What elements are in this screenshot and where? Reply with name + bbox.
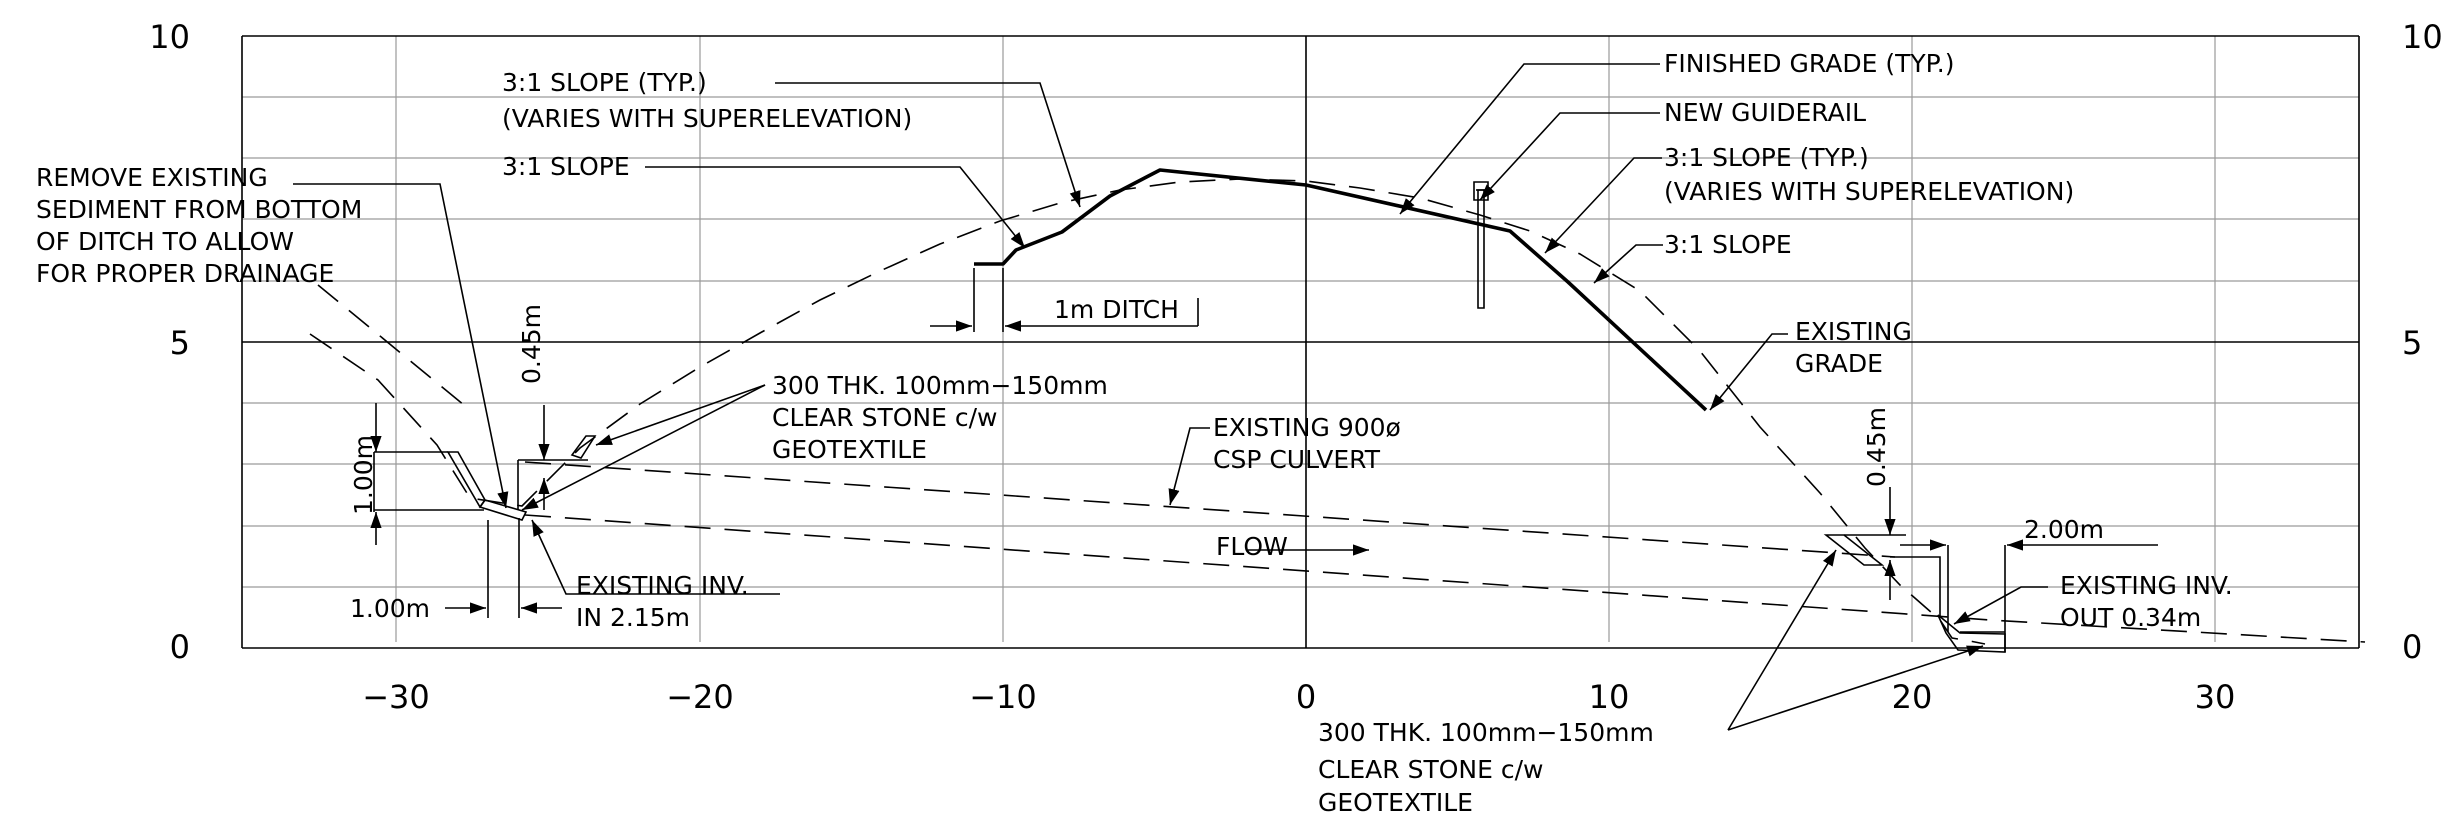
label-inv-in-1: EXISTING INV.: [576, 571, 749, 600]
x-tick--10: −10: [969, 678, 1037, 716]
label-dim-045-left: 0.45m: [517, 304, 546, 384]
y-tick-right-5: 5: [2402, 324, 2422, 362]
label-remove-1: REMOVE EXISTING: [36, 163, 268, 192]
leaders: [293, 63, 2048, 731]
label-inv-out-2: OUT 0.34m: [2060, 603, 2201, 632]
label-culvert-1: EXISTING 900ø: [1213, 413, 1401, 442]
label-stone-left-1: 300 THK. 100mm−150mm: [772, 371, 1108, 400]
label-culvert-2: CSP CULVERT: [1213, 445, 1381, 474]
label-remove-4: FOR PROPER DRAINAGE: [36, 259, 334, 288]
label-ditch: 1m DITCH: [1054, 295, 1179, 324]
y-tick-right-10: 10: [2402, 18, 2443, 56]
label-stone-right-2: CLEAR STONE c/w: [1318, 755, 1543, 784]
right-dims: [1844, 487, 2158, 652]
label-slope-right: 3:1 SLOPE: [1664, 230, 1792, 259]
label-stone-left-2: CLEAR STONE c/w: [772, 403, 997, 432]
label-slope-typ-left: 3:1 SLOPE (TYP.): [502, 68, 707, 97]
label-flow: FLOW: [1216, 532, 1288, 561]
label-dim-045-right: 0.45m: [1862, 407, 1891, 487]
left-dims: [370, 403, 588, 618]
right-ditch-stone: [1823, 534, 2006, 653]
label-new-guiderail: NEW GUIDERAIL: [1664, 98, 1866, 127]
y-tick-left-0: 0: [170, 628, 190, 666]
y-tick-left-5: 5: [170, 324, 190, 362]
label-slope-typ-right: 3:1 SLOPE (TYP.): [1664, 143, 1869, 172]
y-tick-left-10: 10: [149, 18, 190, 56]
label-slope-typ-right-note: (VARIES WITH SUPERELEVATION): [1664, 177, 2074, 206]
label-existing-grade-2: GRADE: [1795, 349, 1883, 378]
label-finished-grade: FINISHED GRADE (TYP.): [1664, 49, 1955, 78]
label-dim-100-horiz: 1.00m: [350, 594, 430, 623]
label-remove-2: SEDIMENT FROM BOTTOM: [36, 195, 362, 224]
x-tick-10: 10: [1589, 678, 1630, 716]
finished-grade-line: [974, 168, 1708, 412]
ditch-dimension: [930, 268, 1199, 332]
label-stone-left-3: GEOTEXTILE: [772, 435, 927, 464]
x-tick-30: 30: [2195, 678, 2236, 716]
label-remove-3: OF DITCH TO ALLOW: [36, 227, 294, 256]
label-inv-in-2: IN 2.15m: [576, 603, 690, 632]
guiderail: [1473, 181, 1489, 309]
x-tick-0: 0: [1296, 678, 1316, 716]
label-stone-right-1: 300 THK. 100mm−150mm: [1318, 718, 1654, 747]
y-tick-right-0: 0: [2402, 628, 2422, 666]
label-dim-200: 2.00m: [2024, 515, 2104, 544]
x-tick-20: 20: [1892, 678, 1933, 716]
annotations: 3:1 SLOPE (TYP.) (VARIES WITH SUPERELEVA…: [36, 49, 2233, 817]
label-slope-left: 3:1 SLOPE: [502, 152, 630, 181]
label-dim-100-vert: 1.00m: [349, 435, 378, 515]
tick-labels: 10 5 0 10 5 0 −30 −20 −10 0 10 20 30: [149, 18, 2442, 716]
label-inv-out-1: EXISTING INV.: [2060, 571, 2233, 600]
grid: [241, 35, 2360, 649]
x-tick--30: −30: [362, 678, 430, 716]
existing-culvert: [524, 461, 2366, 643]
label-existing-grade-1: EXISTING: [1795, 317, 1912, 346]
label-stone-right-3: GEOTEXTILE: [1318, 788, 1473, 817]
left-ditch-stone: [374, 435, 597, 521]
x-tick--20: −20: [666, 678, 734, 716]
label-slope-typ-left-note: (VARIES WITH SUPERELEVATION): [502, 104, 912, 133]
